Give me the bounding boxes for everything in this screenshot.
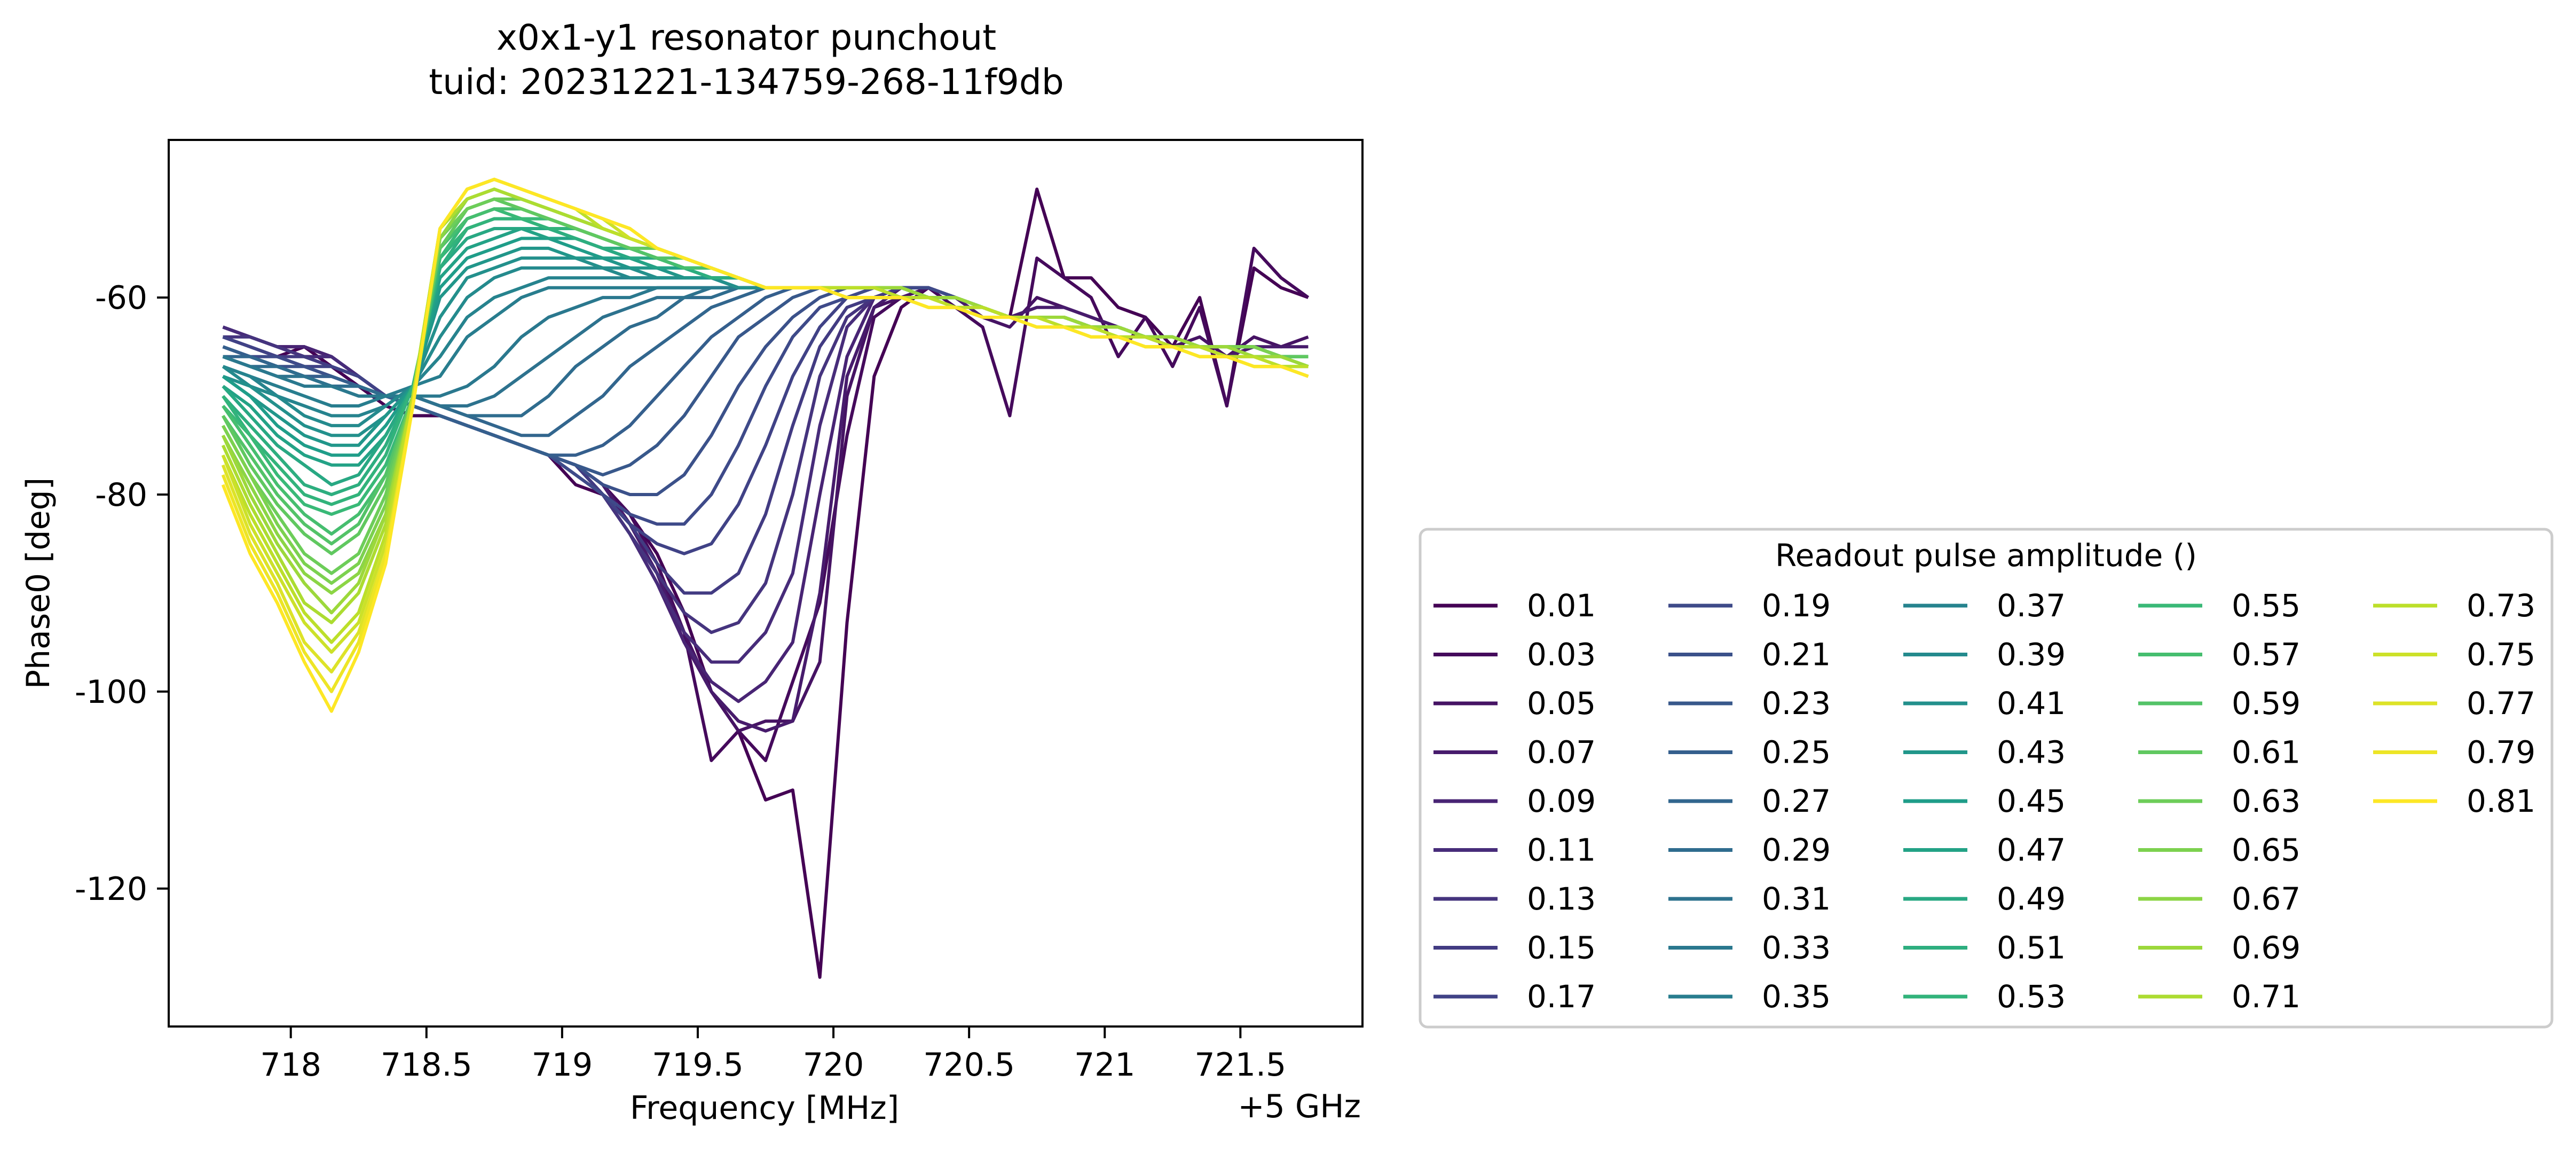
legend-label-0.17: 0.17 xyxy=(1527,978,1596,1015)
legend-label-0.01: 0.01 xyxy=(1527,587,1596,624)
legend-label-0.69: 0.69 xyxy=(2232,930,2301,966)
chart-title: x0x1-y1 resonator punchout xyxy=(497,17,996,58)
legend-label-0.73: 0.73 xyxy=(2467,587,2535,624)
legend-label-0.57: 0.57 xyxy=(2232,637,2301,673)
legend-label-0.15: 0.15 xyxy=(1527,930,1596,966)
series-line-0.81 xyxy=(221,177,1309,713)
legend-label-0.65: 0.65 xyxy=(2232,832,2301,868)
legend-label-0.21: 0.21 xyxy=(1762,637,1831,673)
chart-subtitle: tuid: 20231221-134759-268-11f9db xyxy=(429,61,1064,103)
legend-label-0.31: 0.31 xyxy=(1762,881,1831,917)
legend-label-0.43: 0.43 xyxy=(1997,734,2066,771)
series-lines xyxy=(221,177,1310,979)
x-offset-label: +5 GHz xyxy=(1238,1088,1361,1125)
legend-label-0.23: 0.23 xyxy=(1762,685,1831,722)
legend-label-0.63: 0.63 xyxy=(2232,783,2301,819)
legend-label-0.29: 0.29 xyxy=(1762,832,1831,868)
legend-label-0.35: 0.35 xyxy=(1762,978,1831,1015)
x-tick-label: 720.5 xyxy=(923,1046,1015,1084)
legend-label-0.53: 0.53 xyxy=(1997,978,2066,1015)
x-tick-label: 718 xyxy=(260,1046,321,1084)
legend-label-0.37: 0.37 xyxy=(1997,587,2066,624)
legend-label-0.77: 0.77 xyxy=(2467,685,2535,722)
legend-label-0.13: 0.13 xyxy=(1527,881,1596,917)
legend-label-0.75: 0.75 xyxy=(2467,637,2535,673)
legend-label-0.71: 0.71 xyxy=(2232,978,2301,1015)
y-tick-label: -60 xyxy=(95,279,147,317)
legend: Readout pulse amplitude () 0.010.030.050… xyxy=(1419,528,2554,1029)
legend-label-0.51: 0.51 xyxy=(1997,930,2066,966)
legend-label-0.67: 0.67 xyxy=(2232,881,2301,917)
x-tick-label: 721.5 xyxy=(1194,1046,1286,1084)
y-tick-label: -120 xyxy=(75,871,147,908)
x-axis-label: Frequency [MHz] xyxy=(630,1090,899,1127)
x-axis-ticks: 718 718.5 719 719.5 720 720.5 721 721.5 xyxy=(260,1026,1286,1084)
legend-label-0.79: 0.79 xyxy=(2467,734,2535,771)
legend-label-0.55: 0.55 xyxy=(2232,587,2301,624)
legend-label-0.09: 0.09 xyxy=(1527,783,1596,819)
legend-label-0.81: 0.81 xyxy=(2467,783,2535,819)
x-tick-label: 719 xyxy=(532,1046,593,1084)
legend-label-0.03: 0.03 xyxy=(1527,637,1596,673)
plot-frame xyxy=(168,139,1364,1028)
x-tick-label: 720 xyxy=(803,1046,864,1084)
legend-label-0.47: 0.47 xyxy=(1997,832,2066,868)
legend-label-0.19: 0.19 xyxy=(1762,587,1831,624)
legend-label-0.49: 0.49 xyxy=(1997,881,2066,917)
legend-entries: 0.01 0.03 0.05 0.07 0.09 0.11 0.13 0.15 0.17 0.19… xyxy=(1433,587,2535,1015)
legend-label-0.33: 0.33 xyxy=(1762,930,1831,966)
legend-label-0.39: 0.39 xyxy=(1997,637,2066,673)
legend-label-0.25: 0.25 xyxy=(1762,734,1831,771)
x-tick-label: 718.5 xyxy=(381,1046,472,1084)
legend-label-0.45: 0.45 xyxy=(1997,783,2066,819)
x-tick-label: 721 xyxy=(1074,1046,1136,1084)
y-tick-label: -80 xyxy=(95,476,147,514)
legend-label-0.07: 0.07 xyxy=(1527,734,1596,771)
y-tick-label: -100 xyxy=(75,673,147,711)
x-tick-label: 719.5 xyxy=(652,1046,744,1084)
legend-label-0.59: 0.59 xyxy=(2232,685,2301,722)
y-axis-label: Phase0 [deg] xyxy=(20,477,57,689)
legend-label-0.11: 0.11 xyxy=(1527,832,1596,868)
legend-label-0.41: 0.41 xyxy=(1997,685,2066,722)
legend-label-0.05: 0.05 xyxy=(1527,685,1596,722)
legend-label-0.27: 0.27 xyxy=(1762,783,1831,819)
legend-title: Readout pulse amplitude () xyxy=(1775,537,2197,574)
legend-label-0.61: 0.61 xyxy=(2232,734,2301,771)
y-axis-ticks: -60 -80 -100 -120 xyxy=(75,279,169,908)
